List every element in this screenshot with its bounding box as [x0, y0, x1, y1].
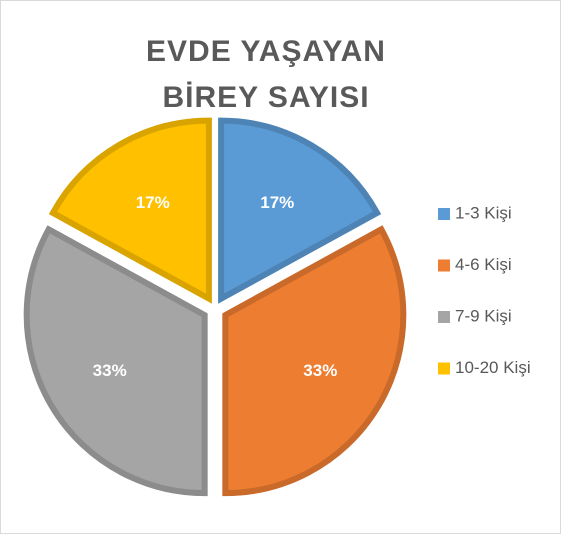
legend-label: 4-6 Kişi	[455, 255, 512, 274]
legend-swatch	[438, 208, 450, 220]
pie-slice	[23, 225, 208, 497]
legend-swatch	[438, 362, 450, 375]
legend-label: 1-3 Kişi	[455, 203, 512, 222]
legend-label: 7-9 Kişi	[455, 306, 512, 325]
pie-slice	[48, 117, 212, 304]
pie-slice	[218, 117, 382, 304]
data-label: 17%	[136, 193, 170, 212]
pie-slice	[222, 225, 407, 497]
data-label: 17%	[260, 193, 294, 212]
legend-swatch	[438, 259, 450, 272]
legend-label: 10-20 Kişi	[455, 358, 531, 377]
data-label: 33%	[303, 361, 337, 380]
legend-swatch	[438, 311, 450, 323]
data-label: 33%	[93, 361, 127, 380]
chart-title: EVDE YAŞAYAN BİREY SAYISI	[146, 35, 386, 114]
